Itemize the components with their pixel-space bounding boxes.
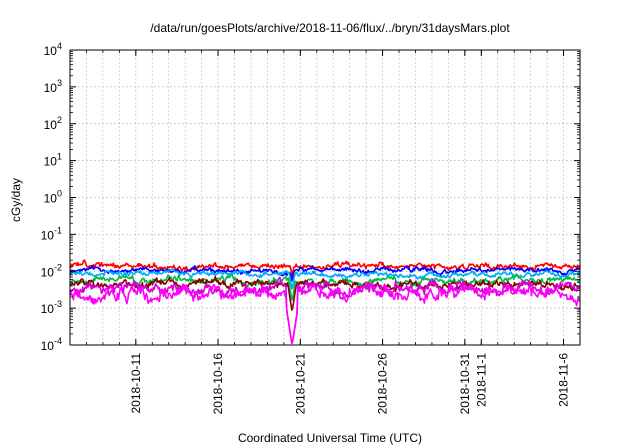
series-line [69, 264, 581, 282]
x-tick-labels: 2018-10-11 2018-10-16 2018-10-21 2018-10-26… [129, 353, 571, 415]
y-tick-label: 10-2 [41, 262, 62, 279]
y-tick-label-exponent: 3 [57, 78, 62, 88]
y-tick-label-base: 10 [41, 265, 55, 279]
x-tick-label: 2018-11-6 [557, 353, 571, 407]
y-tick-label-exponent: 1 [57, 152, 62, 162]
y-tick-label: 10-4 [41, 336, 62, 353]
y-tick-label-base: 10 [44, 44, 58, 58]
y-tick-label: 104 [44, 41, 62, 58]
y-tick-label-exponent: -2 [54, 262, 62, 272]
y-tick-label-exponent: -4 [54, 336, 62, 346]
y-tick-label-exponent: 2 [57, 115, 62, 125]
y-tick-label-base: 10 [41, 228, 55, 242]
chart-title: /data/run/goesPlots/archive/2018-11-06/f… [150, 21, 510, 35]
y-tick-label-exponent: 4 [57, 41, 62, 51]
y-tick-label: 10-1 [41, 225, 62, 242]
y-tick-label: 10-3 [41, 299, 62, 316]
y-tick-label-base: 10 [44, 118, 58, 132]
x-axis-label: Coordinated Universal Time (UTC) [238, 431, 422, 445]
plot-frame [69, 49, 581, 346]
y-tick-label: 103 [44, 78, 62, 95]
x-tick-label: 2018-10-21 [293, 353, 307, 415]
axes-frame [69, 49, 581, 346]
x-tick-label: 2018-10-26 [376, 353, 390, 415]
x-tick-label: 2018-10-16 [211, 353, 225, 415]
y-tick-label-exponent: -3 [54, 299, 62, 309]
y-tick-label-base: 10 [44, 81, 58, 95]
y-tick-label-exponent: -1 [54, 225, 62, 235]
series-line [69, 268, 581, 290]
y-tick-label: 102 [44, 115, 62, 132]
y-tick-label-base: 10 [44, 155, 58, 169]
y-tick-label-base: 10 [44, 192, 58, 206]
series-line [69, 276, 581, 345]
y-tick-label: 101 [44, 152, 62, 169]
series-line [69, 281, 581, 345]
series-group [69, 259, 581, 345]
y-tick-label: 100 [44, 189, 62, 206]
y-tick-label-exponent: 0 [57, 189, 62, 199]
y-tick-label-base: 10 [41, 302, 55, 316]
y-tick-label-base: 10 [41, 339, 55, 353]
x-tick-label: 2018-10-11 [129, 353, 143, 414]
grid-lines [70, 50, 580, 345]
y-axis-label: cGy/day [9, 178, 23, 222]
x-tick-label: 2018-11-1 [474, 353, 488, 407]
x-tick-label: 2018-10-31 [458, 353, 472, 415]
